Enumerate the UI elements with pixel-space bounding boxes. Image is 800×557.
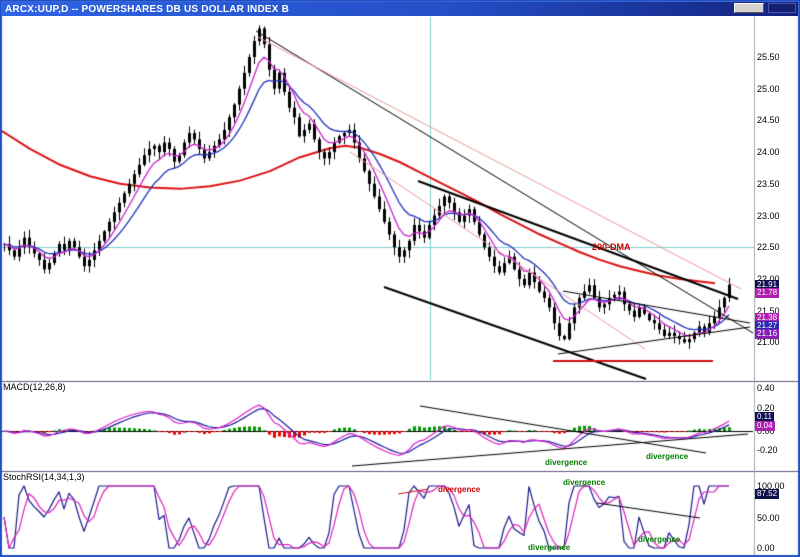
- titlebar-button-2[interactable]: [768, 3, 796, 13]
- titlebar[interactable]: ARCX:UUP,D -- POWERSHARES DB US DOLLAR I…: [2, 2, 798, 16]
- window-title: ARCX:UUP,D -- POWERSHARES DB US DOLLAR I…: [5, 3, 290, 15]
- titlebar-button-1[interactable]: [734, 3, 764, 13]
